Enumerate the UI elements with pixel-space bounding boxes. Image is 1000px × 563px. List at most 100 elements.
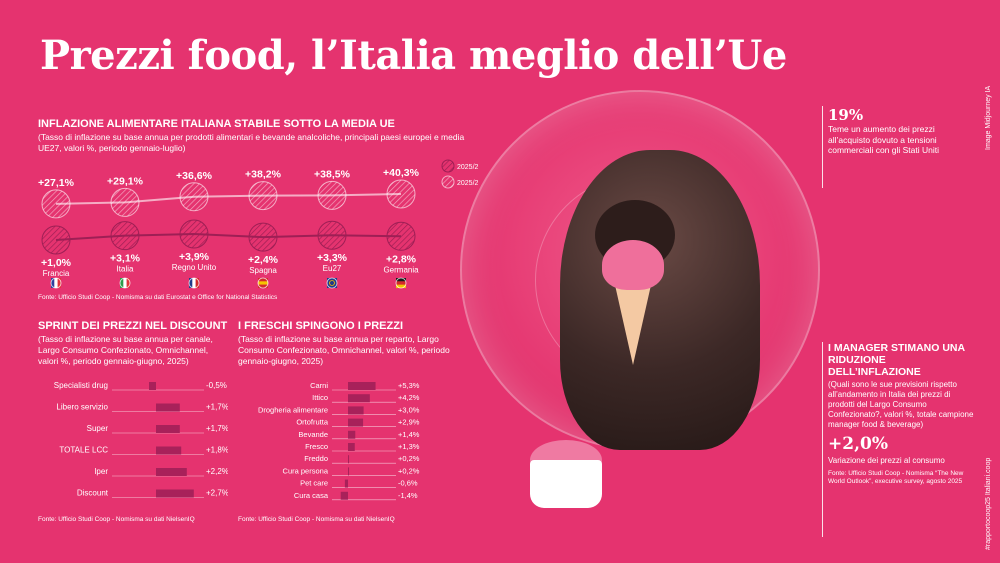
label-2025-2019: +40,3% xyxy=(383,167,420,179)
flag-stripe xyxy=(126,278,131,288)
category-label: Cura casa xyxy=(294,491,329,500)
divider-line-top xyxy=(822,106,823,188)
flag-stripe xyxy=(258,278,268,282)
bar xyxy=(348,418,364,427)
tariff-fear-text: Teme un aumento dei prezzi all’acquisto … xyxy=(828,124,940,155)
label-2025-2019: +38,5% xyxy=(314,168,351,180)
value-label: +4,2% xyxy=(398,393,420,402)
flag-stripe xyxy=(54,278,58,288)
category-label: Cura persona xyxy=(283,466,329,475)
manager-forecast-title: I MANAGER STIMANO UNA RIDUZIONE DELL’INF… xyxy=(828,342,965,378)
bar xyxy=(348,406,364,415)
category-label: Fresco xyxy=(305,442,328,451)
porcupine-image xyxy=(560,150,760,450)
bar xyxy=(348,430,356,439)
channels-chart: Specialisti drug -0,5% Libero servizio +1,7… xyxy=(54,381,228,498)
bar xyxy=(149,382,156,390)
flag-stripe xyxy=(258,281,268,285)
category-label: Discount xyxy=(77,489,109,498)
flag-ring xyxy=(395,277,407,289)
flag-ring xyxy=(50,277,62,289)
value-label: +0,2% xyxy=(398,454,420,463)
label-2025-2024: +3,1% xyxy=(110,253,141,265)
label-2025-2019: +29,1% xyxy=(107,175,144,187)
label-2025-2024: +3,3% xyxy=(317,252,348,264)
value-label: +2,9% xyxy=(398,418,420,427)
country-label: Francia xyxy=(43,269,70,278)
category-label: Bevande xyxy=(298,430,328,439)
country-label: Italia xyxy=(117,265,134,274)
category-label: Carni xyxy=(310,381,328,390)
flag-stripe xyxy=(396,278,406,282)
category-label: Ortofrutta xyxy=(296,418,329,427)
country-label: Eu27 xyxy=(323,264,342,273)
bar xyxy=(156,446,182,455)
bar xyxy=(348,443,355,451)
point-2025-2019 xyxy=(248,181,278,211)
value-label: +1,8% xyxy=(206,446,228,455)
section3-subtitle: (Tasso di inflazione su base annua per r… xyxy=(238,334,450,366)
manager-forecast-box: I MANAGER STIMANO UNA RIDUZIONE DELL’INF… xyxy=(828,342,978,486)
point-2025-2024 xyxy=(110,221,140,251)
category-label: Freddo xyxy=(304,454,328,463)
manager-forecast-source: Fonte: Ufficio Studi Coop - Nomisma “The… xyxy=(828,470,964,485)
value-label: -1,4% xyxy=(398,491,418,500)
eu-stars xyxy=(329,280,335,286)
label-2025-2019: +38,2% xyxy=(245,169,282,181)
bar xyxy=(348,394,370,403)
point-2025-2024 xyxy=(41,225,71,255)
bar xyxy=(344,479,348,488)
category-label: Specialisti drug xyxy=(54,381,108,390)
label-2025-2024: +2,8% xyxy=(386,253,417,265)
flag-ring xyxy=(119,277,131,289)
point-2025-2019 xyxy=(179,182,209,212)
country-label: Regno Unito xyxy=(172,263,217,272)
category-label: Super xyxy=(87,424,109,433)
hashtag: #rapportocoop25 Italiani.coop xyxy=(985,457,992,550)
italy-flag-icon xyxy=(119,277,131,289)
value-label: -0,6% xyxy=(398,479,418,488)
section1-subtitle: (Tasso di inflazione su base annua per p… xyxy=(38,132,465,153)
point-2025-2019 xyxy=(110,187,140,217)
image-credit: Image Midjourney IA xyxy=(985,85,992,150)
point-2025-2024 xyxy=(248,222,278,252)
label-2025-2024: +1,0% xyxy=(41,257,72,269)
section1-title: INFLAZIONE ALIMENTARE ITALIANA STABILE S… xyxy=(38,118,395,130)
section2-source: Fonte: Ufficio Studi Coop - Nomisma su d… xyxy=(38,516,195,523)
flag-stripe xyxy=(51,278,55,288)
line-2025-2024 xyxy=(55,232,402,241)
value-label: +5,3% xyxy=(398,381,420,390)
section1-source: Fonte: Ufficio Studi Coop - Nomisma su d… xyxy=(38,294,278,301)
bar xyxy=(340,491,348,500)
country-label: Spagna xyxy=(249,266,277,275)
line-2025-2019 xyxy=(55,193,402,205)
flag-stripe xyxy=(57,278,62,288)
tariff-fear-value: 19% xyxy=(828,106,864,124)
departments-chart: Carni +5,3% Ittico +4,2% Drogheria alimentar… xyxy=(258,381,420,501)
flag-stripe xyxy=(258,284,268,289)
uk-flag-icon xyxy=(188,277,200,289)
value-label: -0,5% xyxy=(206,381,227,390)
value-label: +2,7% xyxy=(206,489,228,498)
ice-cream-cone xyxy=(615,285,651,365)
germany-flag-icon xyxy=(395,277,407,289)
manager-forecast-value: +2,0% xyxy=(828,434,888,454)
gelato-cup xyxy=(530,460,602,508)
flag-ring xyxy=(188,277,200,289)
countries-chart: +27,1% +29,1% +36,6% +38,2% +38,5% +40,3% +1,0… xyxy=(38,159,478,289)
category-label: Pet care xyxy=(300,479,328,488)
section2-title: SPRINT DEI PREZZI NEL DISCOUNT xyxy=(38,320,228,332)
section3-title: I FRESCHI SPINGONO I PREZZI xyxy=(238,320,404,332)
value-label: +1,3% xyxy=(398,442,420,451)
section2-subtitle: (Tasso di inflazione su base annua per c… xyxy=(38,334,213,366)
bar xyxy=(156,489,194,498)
flag-stripe xyxy=(195,278,200,288)
legend-swatch-2025-2019 xyxy=(441,175,455,189)
legend-swatch-2025-2024 xyxy=(441,159,455,173)
category-label: Libero servizio xyxy=(56,403,108,412)
spain-flag-icon xyxy=(257,277,269,289)
label-2025-2019: +36,6% xyxy=(176,170,213,182)
bar xyxy=(348,455,350,464)
inflation-countries-section: INFLAZIONE ALIMENTARE ITALIANA STABILE S… xyxy=(38,118,478,301)
france-flag-icon xyxy=(50,277,62,289)
